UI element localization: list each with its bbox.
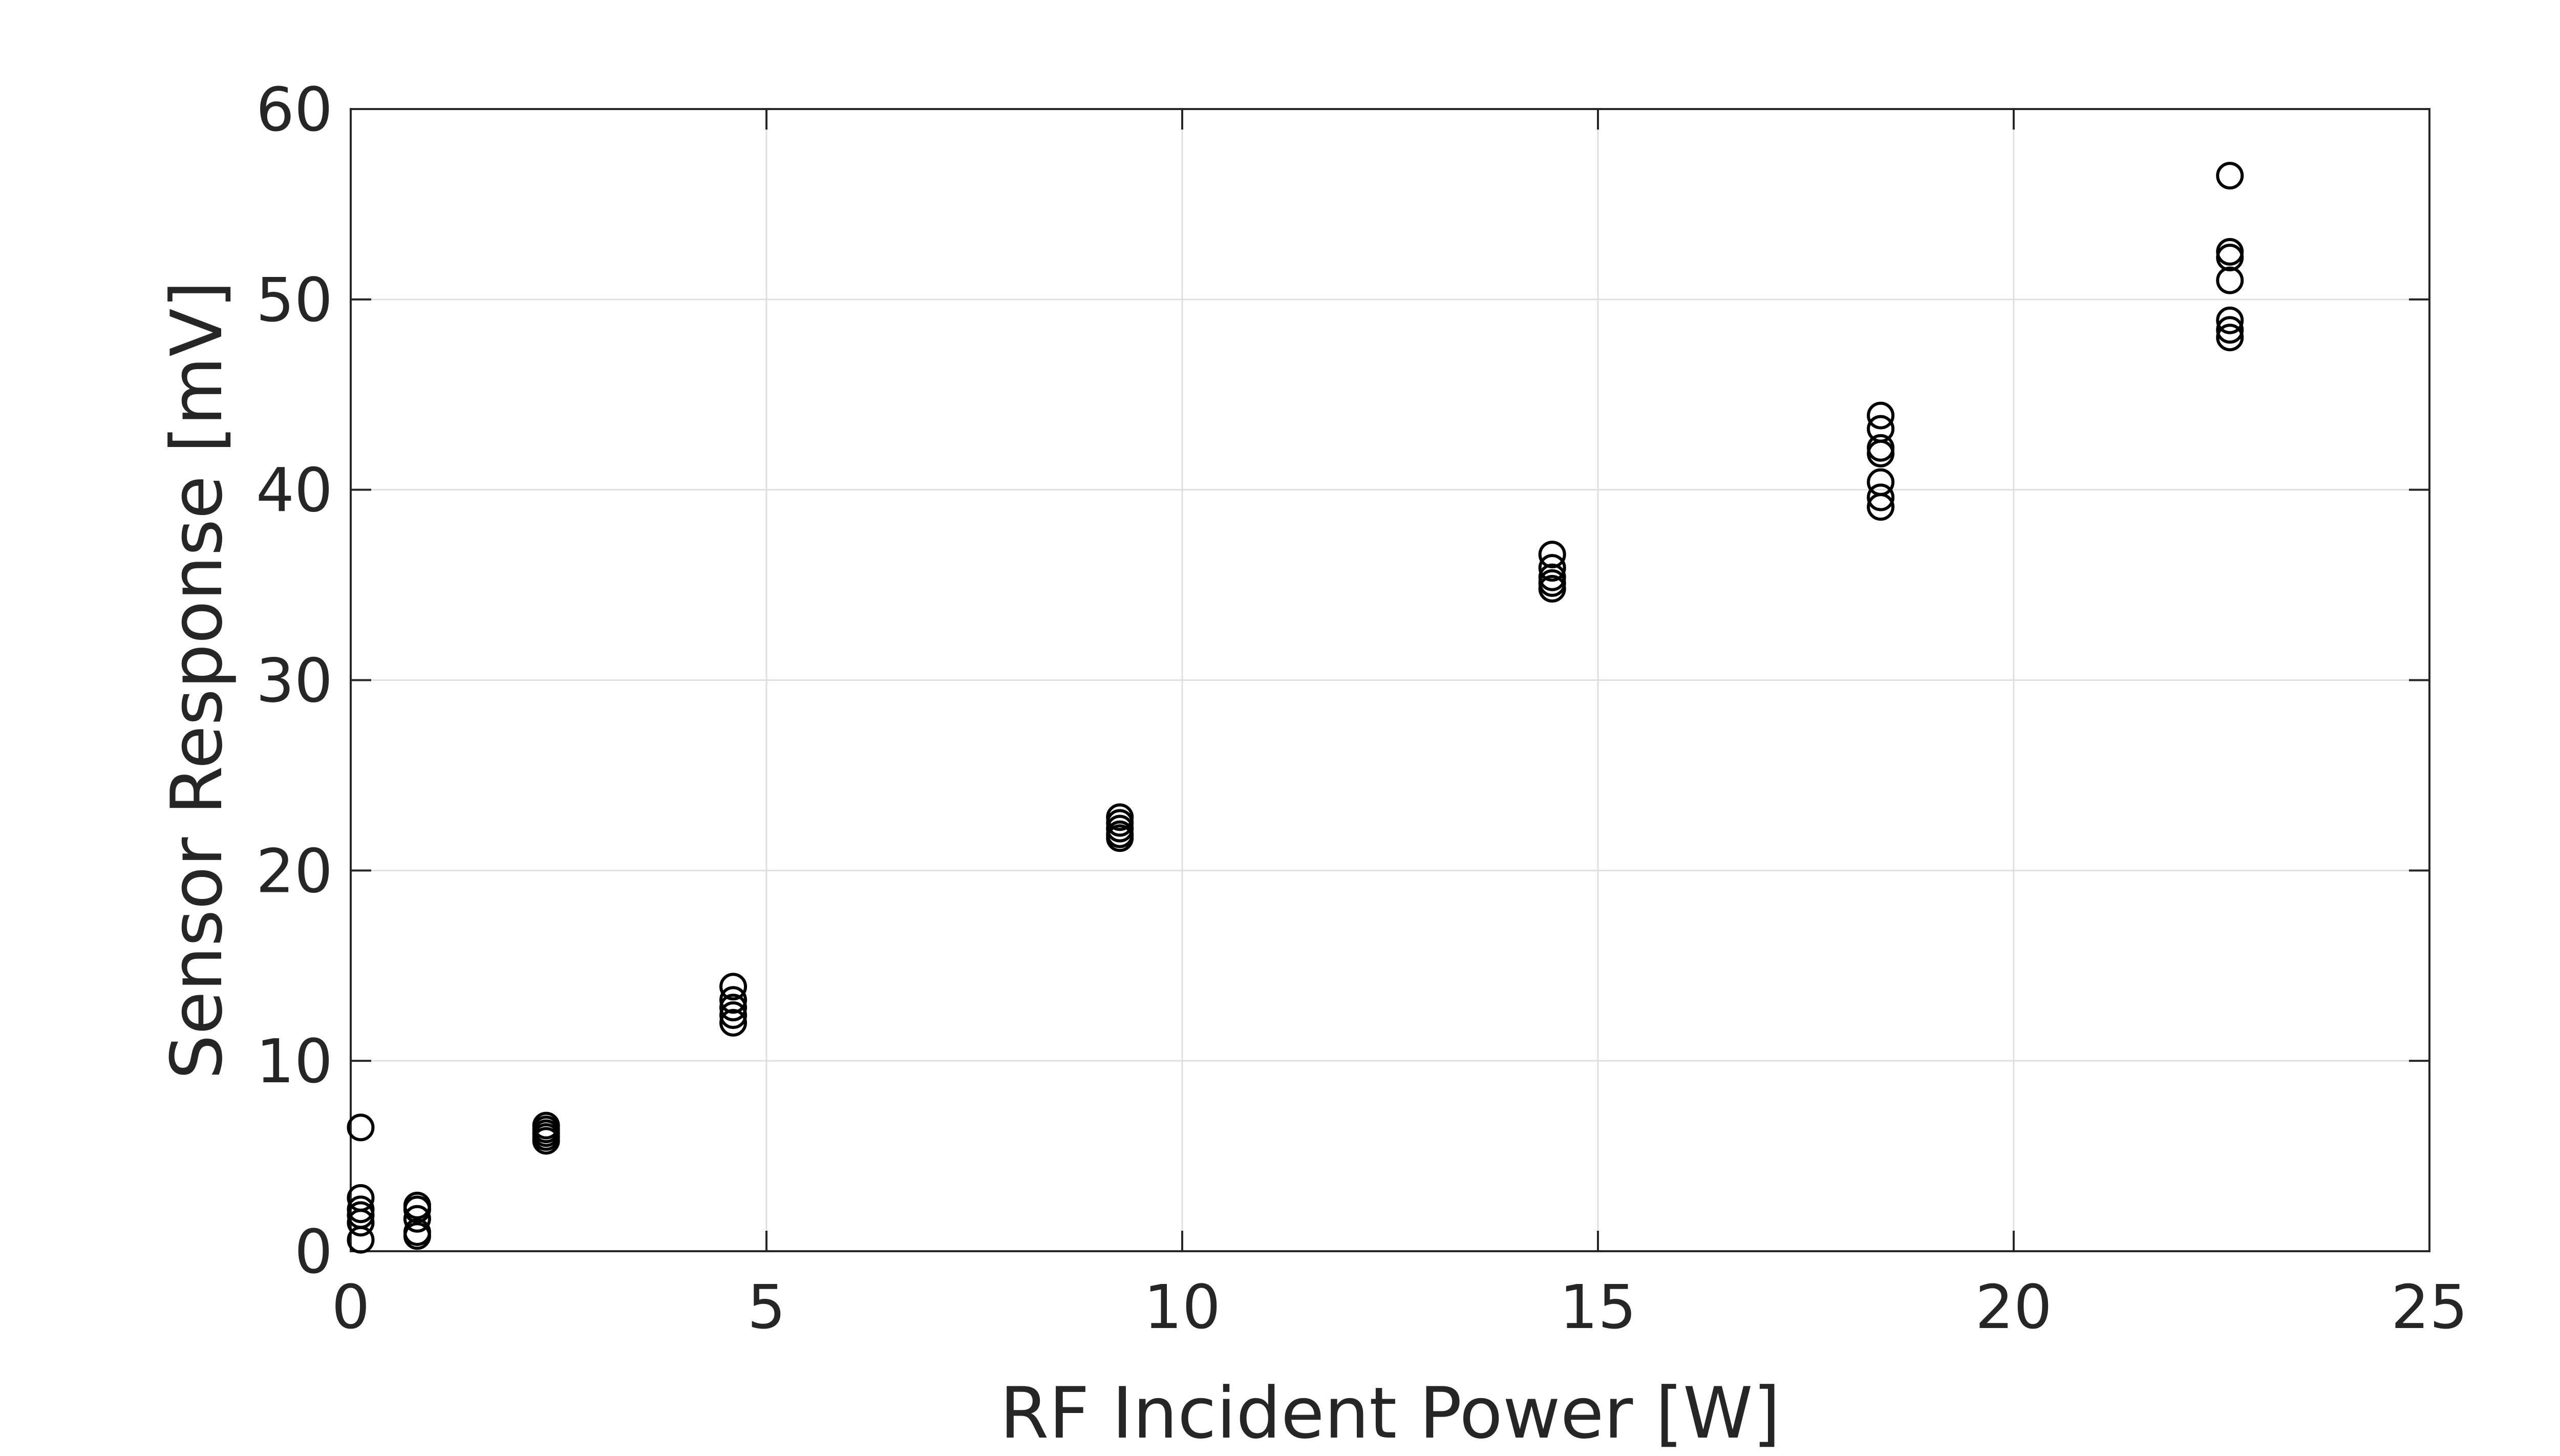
data-point	[2216, 316, 2244, 344]
y-axis-label: Sensor Response [mV]	[156, 281, 238, 1079]
data-point	[1538, 554, 1566, 582]
data-point	[1538, 541, 1566, 569]
data-point	[1867, 493, 1895, 521]
x-tick-label: 20	[1975, 1272, 2052, 1342]
data-point	[1867, 440, 1895, 468]
data-point	[2216, 324, 2244, 352]
x-tick-label: 10	[1144, 1272, 1221, 1342]
data-point	[403, 1195, 431, 1224]
x-tick-label: 5	[747, 1272, 785, 1342]
y-tick-labels: 0 10 20 30 40 50 60	[256, 74, 333, 1287]
y-tick-label: 40	[256, 455, 333, 526]
y-tick-label: 20	[256, 836, 333, 906]
data-point	[719, 994, 748, 1022]
data-point	[2216, 162, 2244, 190]
x-tick-label: 15	[1560, 1272, 1636, 1342]
plot-frame	[350, 108, 2430, 1252]
x-tick-labels: 0 5 10 15 20 25	[331, 1272, 2468, 1342]
x-tick-label: 25	[2391, 1272, 2468, 1342]
y-tick-label: 10	[256, 1026, 333, 1097]
data-point	[347, 1114, 375, 1142]
y-tick-label: 60	[256, 74, 333, 145]
data-point	[347, 1209, 375, 1237]
y-tick-label: 0	[294, 1216, 333, 1287]
data-point	[719, 1001, 748, 1029]
data-point	[1867, 401, 1895, 430]
data-point	[2216, 238, 2244, 266]
data-point	[1867, 483, 1895, 511]
data-point	[1538, 569, 1566, 597]
y-tick-label: 30	[256, 646, 333, 716]
data-point	[2216, 266, 2244, 294]
x-axis-label: RF Incident Power [W]	[1000, 1372, 1781, 1454]
data-point	[1538, 575, 1566, 603]
x-tick-label: 0	[331, 1272, 370, 1342]
data-point	[719, 1009, 748, 1037]
grid-lines	[350, 108, 2430, 1252]
data-point	[403, 1222, 431, 1250]
data-points	[347, 162, 2244, 1254]
data-point	[347, 1226, 375, 1254]
data-point	[2216, 244, 2244, 272]
data-point	[532, 1127, 560, 1155]
data-point	[2216, 306, 2244, 334]
y-tick-label: 50	[256, 265, 333, 335]
data-point	[719, 986, 748, 1014]
data-point	[1867, 434, 1895, 462]
data-point	[403, 1205, 431, 1233]
data-point	[1106, 824, 1134, 852]
data-point	[719, 973, 748, 1001]
